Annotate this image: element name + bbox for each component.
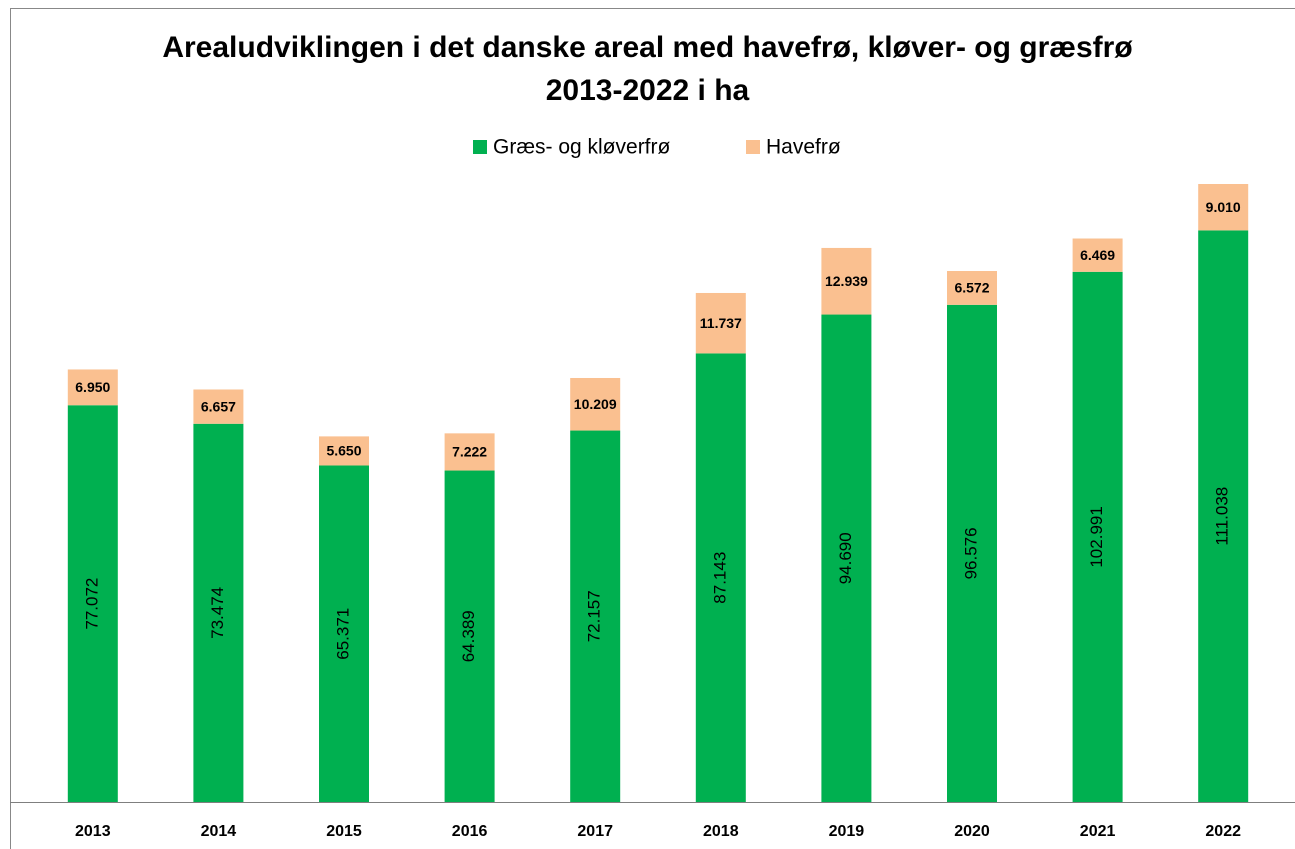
x-tick-label: 2021 [1080, 823, 1116, 840]
bar-segment [570, 430, 621, 802]
x-tick-label: 2016 [452, 823, 488, 840]
data-label: 6.657 [201, 398, 236, 414]
data-label: 96.576 [961, 527, 980, 579]
data-label: 102.991 [1087, 506, 1106, 567]
data-label: 94.690 [836, 532, 855, 584]
data-label: 72.157 [585, 590, 604, 642]
bar-segment [821, 247, 872, 315]
data-label: 6.572 [954, 280, 989, 296]
bar-segment [695, 292, 746, 354]
bar-segment [947, 304, 997, 802]
bar-segment [1072, 238, 1123, 272]
bar-segment [444, 470, 495, 802]
data-label: 5.650 [326, 443, 361, 459]
bar-segment [821, 314, 872, 802]
legend-label: Havefrø [766, 136, 841, 159]
data-label: 64.389 [459, 610, 478, 662]
chart-title: Arealudviklingen i det danske areal med … [162, 31, 1133, 107]
x-tick-label: 2022 [1205, 823, 1241, 840]
data-label: 6.950 [75, 379, 110, 395]
bar-segment [1072, 271, 1123, 802]
legend-label: Græs- og kløverfrø [493, 136, 671, 159]
chart-border [10, 8, 1295, 849]
x-tick-label: 2018 [703, 823, 739, 840]
data-label: 7.222 [452, 444, 487, 460]
bar-segment [319, 465, 369, 802]
data-label: 9.010 [1206, 199, 1241, 215]
x-tick-label: 2017 [577, 823, 613, 840]
data-label: 111.038 [1213, 487, 1232, 546]
data-label: 10.209 [574, 396, 617, 412]
bar-segment [193, 423, 244, 802]
data-label: 12.939 [825, 273, 868, 289]
bar-segment [319, 436, 369, 466]
data-label: 87.143 [710, 552, 729, 604]
data-label: 6.469 [1080, 247, 1115, 263]
x-tick-label: 2014 [201, 823, 237, 840]
x-tick-label: 2019 [829, 823, 865, 840]
data-label: 65.371 [333, 608, 352, 660]
data-label: 73.474 [208, 587, 227, 639]
x-tick-label: 2020 [954, 823, 990, 840]
bar-segment [444, 433, 495, 471]
bar-segment [1198, 230, 1249, 803]
data-label: 11.737 [700, 315, 742, 331]
bar-segment [193, 389, 244, 424]
x-tick-label: 2015 [326, 823, 362, 840]
x-tick-label: 2013 [75, 823, 111, 840]
bar-segment [695, 353, 746, 802]
legend-swatch [746, 140, 760, 154]
bar-segment [67, 405, 118, 802]
bar-segment [67, 369, 118, 406]
legend-swatch [473, 140, 487, 154]
bar-segment [570, 377, 621, 431]
data-label: 77.072 [82, 578, 101, 630]
bar-segment [947, 271, 997, 305]
bar-segment [1198, 184, 1249, 231]
